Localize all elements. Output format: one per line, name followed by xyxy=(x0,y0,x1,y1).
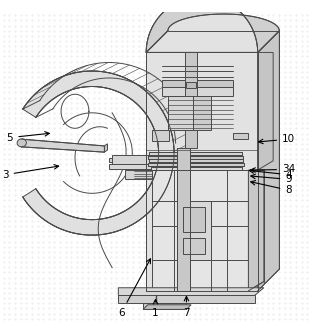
Polygon shape xyxy=(104,144,108,152)
Polygon shape xyxy=(177,148,190,291)
Polygon shape xyxy=(258,52,273,170)
Polygon shape xyxy=(118,296,255,303)
Polygon shape xyxy=(151,167,242,170)
Polygon shape xyxy=(180,201,211,260)
Polygon shape xyxy=(23,71,174,235)
Text: 3: 3 xyxy=(2,165,59,180)
Polygon shape xyxy=(143,305,191,309)
Text: 9: 9 xyxy=(251,174,292,184)
Polygon shape xyxy=(146,31,279,52)
Polygon shape xyxy=(162,80,233,87)
Polygon shape xyxy=(143,303,187,309)
Polygon shape xyxy=(148,156,243,159)
Polygon shape xyxy=(168,96,193,130)
Polygon shape xyxy=(183,207,205,232)
Polygon shape xyxy=(21,139,104,152)
Polygon shape xyxy=(124,170,152,179)
Text: 34: 34 xyxy=(251,164,295,174)
Polygon shape xyxy=(109,164,171,169)
Polygon shape xyxy=(183,238,205,254)
Polygon shape xyxy=(118,288,264,296)
Ellipse shape xyxy=(17,139,26,147)
Polygon shape xyxy=(112,155,152,164)
Polygon shape xyxy=(248,170,264,291)
Text: 10: 10 xyxy=(258,134,295,144)
Polygon shape xyxy=(162,87,233,96)
Text: 4: 4 xyxy=(249,169,292,180)
Text: 1: 1 xyxy=(152,300,159,318)
Polygon shape xyxy=(146,0,258,52)
Polygon shape xyxy=(187,82,196,88)
Polygon shape xyxy=(185,52,197,148)
Polygon shape xyxy=(258,31,279,291)
Polygon shape xyxy=(146,0,279,52)
Text: 6: 6 xyxy=(118,259,151,318)
Polygon shape xyxy=(149,152,242,155)
Polygon shape xyxy=(233,133,248,139)
Polygon shape xyxy=(148,163,244,166)
Polygon shape xyxy=(193,96,211,130)
Text: 7: 7 xyxy=(183,296,190,318)
Text: 5: 5 xyxy=(7,132,49,143)
Polygon shape xyxy=(109,158,180,162)
Polygon shape xyxy=(149,159,243,162)
Polygon shape xyxy=(152,130,169,141)
Polygon shape xyxy=(152,170,248,291)
Polygon shape xyxy=(146,52,258,291)
Text: 8: 8 xyxy=(251,181,292,195)
